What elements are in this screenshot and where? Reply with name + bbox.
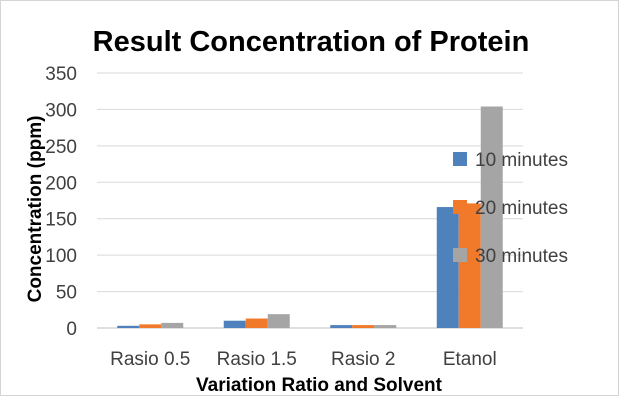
- legend-swatch: [453, 248, 467, 262]
- x-axis-categories: Rasio 0.5 Rasio 1.5 Rasio 2 Etanol: [110, 349, 497, 370]
- y-tick-label: 300: [45, 100, 77, 121]
- y-tick-label: 0: [66, 319, 77, 340]
- legend-label: 20 minutes: [475, 198, 568, 219]
- legend-label: 10 minutes: [475, 150, 568, 171]
- x-category-label: Rasio 1.5: [217, 349, 297, 370]
- legend-swatch: [453, 200, 467, 214]
- bars: [117, 106, 503, 328]
- bar: [245, 318, 268, 328]
- bar: [330, 325, 353, 328]
- y-axis-title: Concentration (ppm): [25, 116, 46, 303]
- bar: [458, 203, 481, 328]
- y-axis-ticks: 0 50 100 150 200 250 300 350: [45, 64, 77, 340]
- bar: [480, 106, 503, 328]
- bar: [374, 325, 397, 328]
- bar: [223, 320, 246, 328]
- y-tick-label: 350: [45, 64, 77, 85]
- bar: [161, 322, 184, 328]
- x-axis-title: Variation Ratio and Solvent: [196, 375, 443, 396]
- legend: 10 minutes 20 minutes 30 minutes: [453, 150, 568, 267]
- legend-label: 30 minutes: [475, 246, 568, 267]
- chart-title: Result Concentration of Protein: [93, 26, 530, 58]
- legend-swatch: [453, 152, 467, 166]
- x-category-label: Etanol: [443, 349, 497, 370]
- bar: [352, 325, 375, 328]
- y-tick-label: 200: [45, 173, 77, 194]
- gridlines: [97, 72, 523, 329]
- bar: [139, 324, 162, 328]
- y-tick-label: 100: [45, 246, 77, 267]
- bar: [267, 314, 290, 328]
- x-category-label: Rasio 2: [331, 349, 395, 370]
- y-tick-label: 50: [56, 283, 77, 304]
- y-tick-label: 150: [45, 210, 77, 231]
- y-tick-label: 250: [45, 137, 77, 158]
- bar: [436, 207, 459, 328]
- x-category-label: Rasio 0.5: [110, 349, 190, 370]
- bar: [117, 325, 140, 328]
